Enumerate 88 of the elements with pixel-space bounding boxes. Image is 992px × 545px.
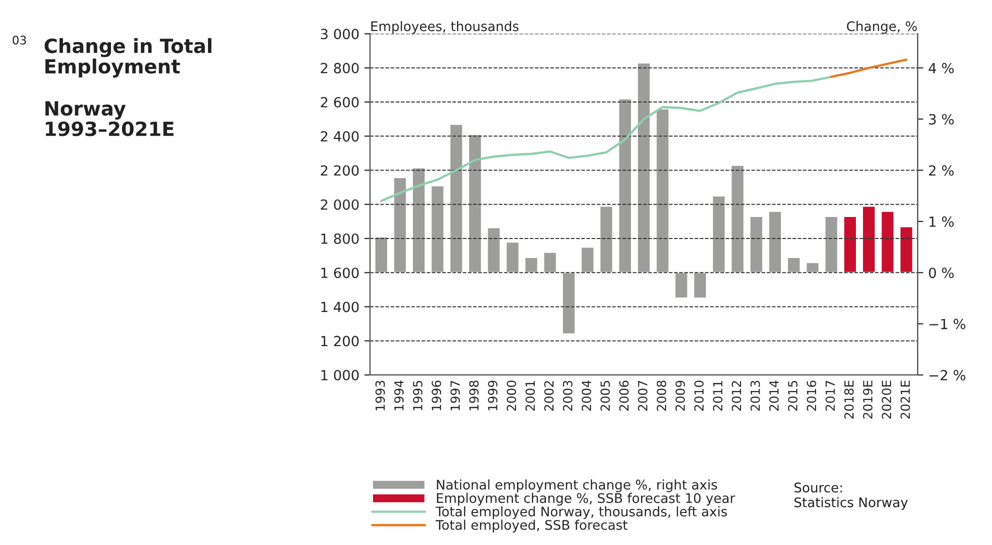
y-tick-label: 2 600 [320, 96, 359, 108]
x-tick-label: 2010 [694, 380, 704, 411]
y2-tick-label: −2 % [929, 370, 966, 380]
bar [505, 241, 520, 274]
y-tick-label: 2 000 [320, 199, 359, 210]
source-note: Source: Statistics Norway [794, 482, 908, 510]
bar [486, 226, 502, 274]
text: 03 [12, 36, 26, 45]
x-tick-label: 2004 [582, 380, 592, 411]
y-tick-label: 1 200 [321, 336, 359, 346]
line-series [830, 58, 908, 78]
bar [712, 195, 726, 274]
bar [880, 210, 895, 274]
x-tick-label: 2021E [900, 380, 910, 419]
y-tick-label: 1 000 [321, 370, 359, 380]
bar [862, 205, 876, 274]
bar [655, 108, 670, 274]
x-tick-label: 2017 [826, 380, 835, 411]
bar [599, 205, 614, 274]
bar [824, 216, 839, 274]
x-tick-label: 2012 [732, 381, 742, 411]
y-tick-label: 1 600 [321, 268, 359, 278]
bar [580, 246, 595, 274]
bar [749, 216, 764, 274]
y-axis-title: Employees, thousands [371, 21, 519, 34]
x-tick-label: 2016 [806, 380, 816, 411]
bar [449, 124, 464, 274]
legend-label: Total employed, SSB forecast [436, 520, 628, 532]
text: Norway 1993–2021E [45, 101, 174, 136]
text: Change in Total Employment [44, 38, 212, 78]
bar [524, 256, 539, 274]
x-tick-label: 2019E [863, 380, 872, 419]
x-tick-label: 2002 [544, 381, 554, 411]
y2-tick-label: 4 % [928, 62, 954, 74]
x-tick-label: 2013 [750, 380, 760, 411]
y-tick-label: 2 400 [320, 131, 359, 142]
bar [542, 251, 558, 274]
x-tick-label: 1994 [394, 380, 404, 410]
x-tick-label: 2008 [656, 380, 666, 411]
y-tick-label: 2 200 [320, 165, 359, 176]
bar [618, 98, 632, 274]
x-tick-label: 2020E [882, 380, 892, 419]
legend-label: Employment change %, SSB forecast 10 year [436, 492, 736, 506]
y2-tick-label: 1 % [930, 216, 954, 227]
x-tick-label: 2015 [788, 380, 798, 411]
x-tick-label: 1999 [488, 380, 498, 410]
line-series [380, 76, 832, 202]
y-tick-label: 2 800 [320, 62, 359, 74]
x-tick-label: 2007 [638, 380, 648, 411]
x-tick-label: 2011 [712, 380, 722, 411]
x-tick-label: 2006 [619, 380, 629, 411]
bar [430, 184, 445, 274]
y2-tick-label: −1 % [929, 318, 966, 330]
x-tick-label: 1997 [450, 380, 460, 410]
x-tick-label: 1996 [432, 380, 442, 410]
x-tick-label: 2003 [562, 380, 572, 411]
legend-label: Total employed Norway, thousands, left axis [436, 506, 727, 520]
x-tick-label: 1998 [469, 380, 479, 410]
bar [692, 272, 708, 299]
y2-tick-label: 2 % [929, 165, 954, 176]
bar [805, 262, 820, 274]
y-tick-label: 1 800 [321, 233, 359, 244]
y2-tick-label: 3 % [929, 114, 954, 125]
x-tick-label: 2018E [844, 380, 854, 419]
y2-axis-title: Change, % [846, 21, 917, 34]
y-tick-label: 3 000 [320, 28, 359, 40]
x-tick-label: 1995 [412, 380, 422, 410]
legend-label: National employment change %, right axis [436, 479, 718, 492]
bar [392, 176, 408, 274]
x-tick-label: 1993 [375, 380, 385, 410]
bar [562, 272, 576, 335]
y-tick-label: 1 400 [321, 302, 359, 312]
bar [412, 167, 426, 274]
x-tick-label: 2009 [675, 380, 685, 411]
x-tick-label: 2000 [506, 380, 516, 411]
bar [674, 272, 689, 299]
bar [374, 236, 389, 274]
y2-tick-label: 0 % [928, 268, 954, 278]
x-tick-label: 2005 [600, 380, 610, 411]
x-tick-label: 2014 [769, 380, 779, 411]
bar [730, 164, 745, 274]
bar [468, 134, 482, 274]
bar [768, 210, 782, 274]
bar [636, 62, 652, 274]
bar [899, 226, 914, 274]
bar [842, 216, 858, 274]
x-tick-label: 2001 [525, 380, 535, 411]
bar [786, 256, 802, 274]
